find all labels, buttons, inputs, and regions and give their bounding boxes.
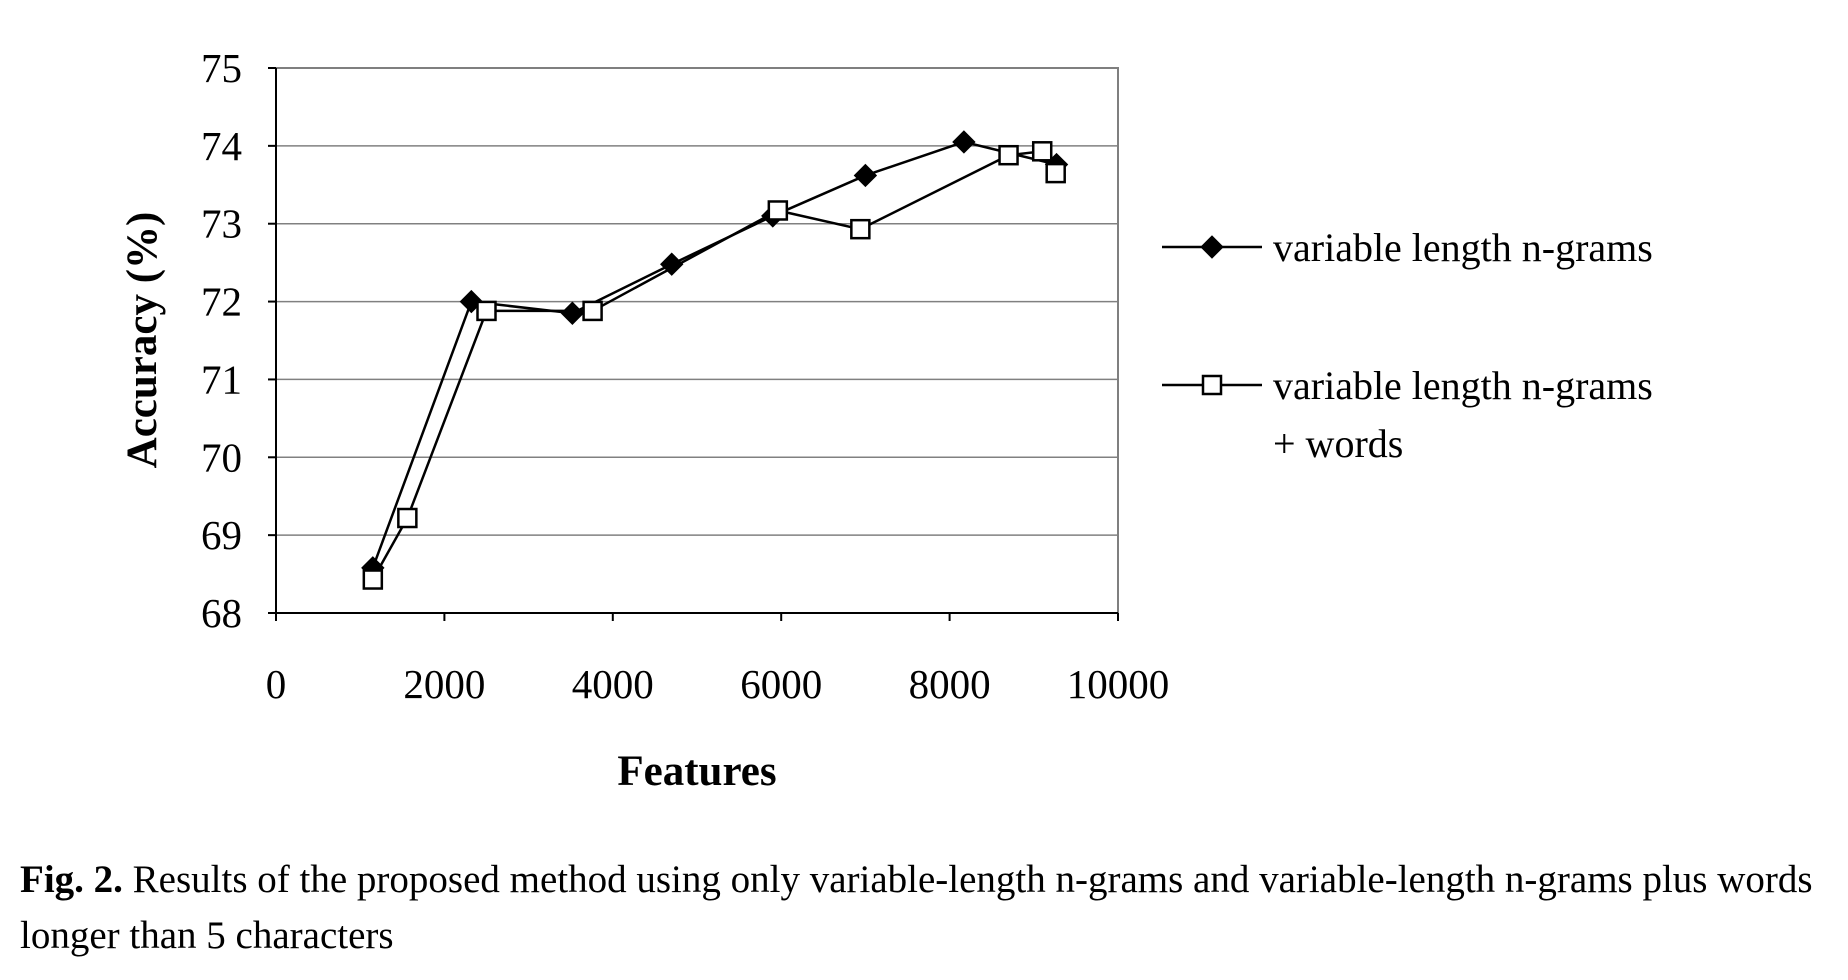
- y-tick-label: 68: [201, 590, 242, 636]
- data-point: [850, 218, 871, 240]
- x-tick-label: 4000: [572, 661, 654, 707]
- x-axis-title: Features: [617, 748, 776, 795]
- x-tick-label: 10000: [1067, 661, 1170, 707]
- figure-caption: Fig. 2. Results of the proposed method u…: [20, 852, 1835, 964]
- legend-label: variable length n-grams: [1273, 225, 1653, 270]
- y-tick-label: 70: [201, 434, 242, 480]
- y-axis-title: Accuracy (%): [119, 212, 166, 469]
- axes: 68 69 70 71 72 73 74 75 0 2000 4000 6000 8000 10000: [201, 45, 1169, 707]
- gridlines: [276, 145, 1118, 536]
- data-point: [476, 300, 497, 322]
- series-2: [371, 149, 1057, 581]
- data-point: [952, 130, 976, 154]
- data-point: [582, 300, 603, 322]
- legend-entry-1: variable length n-grams: [1162, 225, 1653, 270]
- legend-entry-2: variable length n-grams + words: [1162, 363, 1653, 466]
- caption-text: Results of the proposed method using onl…: [20, 858, 1813, 957]
- y-tick-label: 75: [201, 45, 242, 91]
- y-tick-label: 71: [201, 356, 242, 402]
- data-point: [998, 144, 1019, 166]
- data-point: [767, 200, 789, 221]
- x-tick-label: 0: [266, 661, 287, 707]
- y-tick-label: 69: [201, 512, 242, 558]
- data-point: [660, 252, 684, 276]
- series-group: [361, 130, 1069, 590]
- x-tick-label: 2000: [403, 661, 485, 707]
- legend-marker: [1201, 374, 1223, 396]
- series-1-points: [361, 130, 1069, 580]
- y-tick-label: 74: [201, 123, 242, 169]
- legend-label: variable length n-grams: [1273, 363, 1653, 408]
- data-point: [1045, 162, 1066, 184]
- data-point: [362, 569, 384, 590]
- series-1: [371, 140, 1057, 569]
- data-point: [1031, 141, 1053, 162]
- caption-label: Fig. 2.: [20, 858, 123, 901]
- series-line: [371, 149, 1057, 581]
- legend-label: + words: [1273, 421, 1403, 466]
- series-2-points: [362, 141, 1066, 590]
- y-tick-label: 73: [201, 201, 242, 247]
- legend-marker: [1200, 235, 1224, 259]
- data-point: [397, 507, 418, 529]
- x-tick-label: 8000: [909, 661, 991, 707]
- y-tick-label: 72: [201, 279, 242, 325]
- x-tick-label: 6000: [740, 661, 822, 707]
- data-point: [560, 301, 585, 325]
- data-point: [853, 163, 878, 188]
- series-line: [371, 140, 1057, 569]
